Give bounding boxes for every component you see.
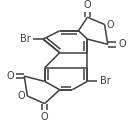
Text: O: O [41,112,48,122]
Text: Br: Br [20,34,30,44]
Text: Br: Br [100,76,111,86]
Text: O: O [18,91,25,101]
Text: O: O [6,71,14,81]
Text: O: O [118,39,126,49]
Text: O: O [107,20,114,30]
Text: O: O [84,0,91,10]
